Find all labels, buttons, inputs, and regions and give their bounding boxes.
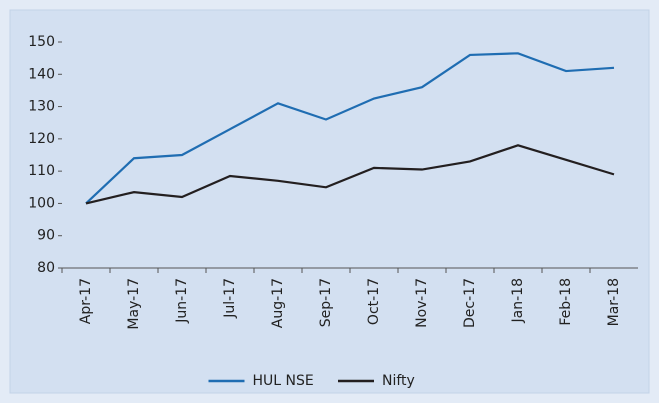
series-line (85, 52, 615, 205)
y-tick-label: 150 (28, 34, 55, 50)
x-tick-label: Mar-18 (606, 278, 622, 326)
background (9, 9, 650, 394)
x-tick-label: Oct-17 (366, 278, 382, 325)
x-tick-label: Aug-17 (270, 278, 286, 328)
y-tick-label: 90 (37, 228, 55, 244)
y-tick-label: 140 (28, 66, 55, 82)
x-tick-label: Feb-18 (558, 278, 574, 326)
x-tick-label: May-17 (126, 278, 142, 330)
x-tick-label: Jun-17 (174, 278, 190, 324)
x-tick-label: Nov-17 (414, 278, 430, 328)
x-tick-label: Apr-17 (78, 278, 94, 324)
y-tick-label: 130 (28, 99, 55, 115)
x-tick-label: Jul-17 (222, 278, 238, 319)
x-tick-label: Jan-18 (510, 278, 526, 323)
legend-label: HUL NSE (253, 373, 314, 389)
x-tick-label: Dec-17 (462, 278, 478, 328)
x-tick-label: Sep-17 (318, 278, 334, 327)
legend-label: Nifty (382, 373, 415, 389)
y-tick-label: 80 (37, 260, 55, 276)
y-tick-label: 100 (28, 195, 55, 211)
series-line (85, 144, 615, 205)
y-tick-label: 110 (28, 163, 55, 179)
y-tick-label: 120 (28, 131, 55, 147)
